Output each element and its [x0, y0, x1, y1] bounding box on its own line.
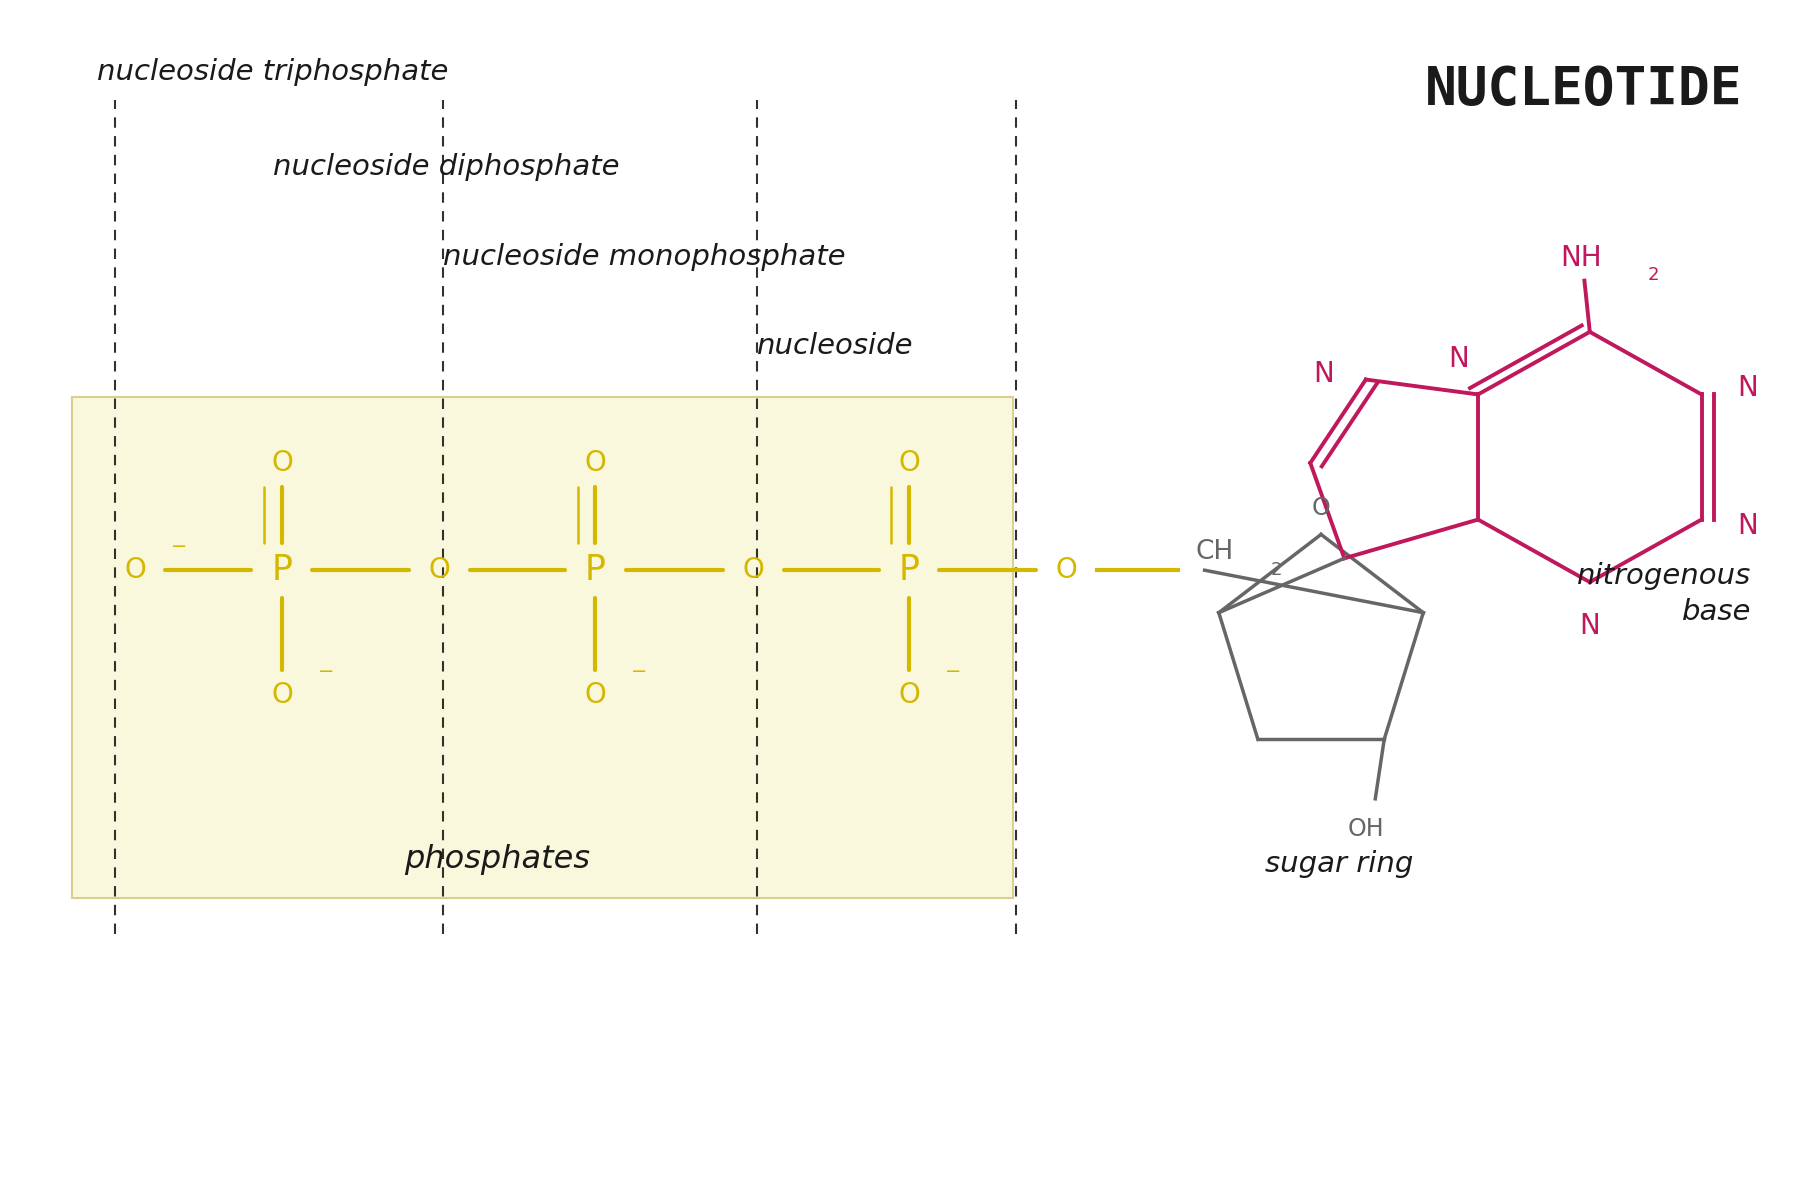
Text: nucleoside monophosphate: nucleoside monophosphate	[443, 242, 846, 270]
Text: nucleoside diphosphate: nucleoside diphosphate	[274, 154, 619, 181]
FancyBboxPatch shape	[72, 397, 1013, 898]
Text: P: P	[898, 553, 920, 587]
Text: N: N	[1579, 612, 1600, 640]
Text: O: O	[272, 682, 293, 709]
Text: O: O	[1312, 496, 1330, 520]
Text: −: −	[632, 662, 648, 680]
Text: sugar ring: sugar ring	[1265, 851, 1413, 878]
Text: 2: 2	[1271, 562, 1282, 580]
Text: 2: 2	[1647, 266, 1658, 284]
Text: phosphates: phosphates	[403, 845, 590, 875]
Text: O: O	[898, 449, 920, 476]
Text: −: −	[171, 536, 187, 556]
Text: nucleoside triphosphate: nucleoside triphosphate	[97, 58, 448, 85]
Text: O: O	[898, 682, 920, 709]
Text: N: N	[1312, 360, 1334, 388]
Text: P: P	[272, 553, 292, 587]
Text: NUCLEOTIDE: NUCLEOTIDE	[1424, 64, 1742, 115]
Text: O: O	[124, 557, 146, 584]
Text: N: N	[1449, 344, 1469, 373]
Text: −: −	[319, 662, 335, 680]
Text: O: O	[585, 682, 607, 709]
Text: N: N	[1737, 511, 1759, 540]
Text: O: O	[1057, 557, 1078, 584]
Text: nucleoside: nucleoside	[756, 332, 913, 360]
Text: CH: CH	[1195, 539, 1233, 565]
Text: OH: OH	[1348, 817, 1384, 841]
Text: NH: NH	[1561, 245, 1602, 272]
Text: nitrogenous
base: nitrogenous base	[1577, 562, 1751, 626]
Text: P: P	[585, 553, 607, 587]
Text: −: −	[945, 662, 961, 680]
Text: O: O	[742, 557, 763, 584]
Text: O: O	[272, 449, 293, 476]
Text: O: O	[428, 557, 450, 584]
Text: O: O	[585, 449, 607, 476]
Text: N: N	[1737, 374, 1759, 402]
